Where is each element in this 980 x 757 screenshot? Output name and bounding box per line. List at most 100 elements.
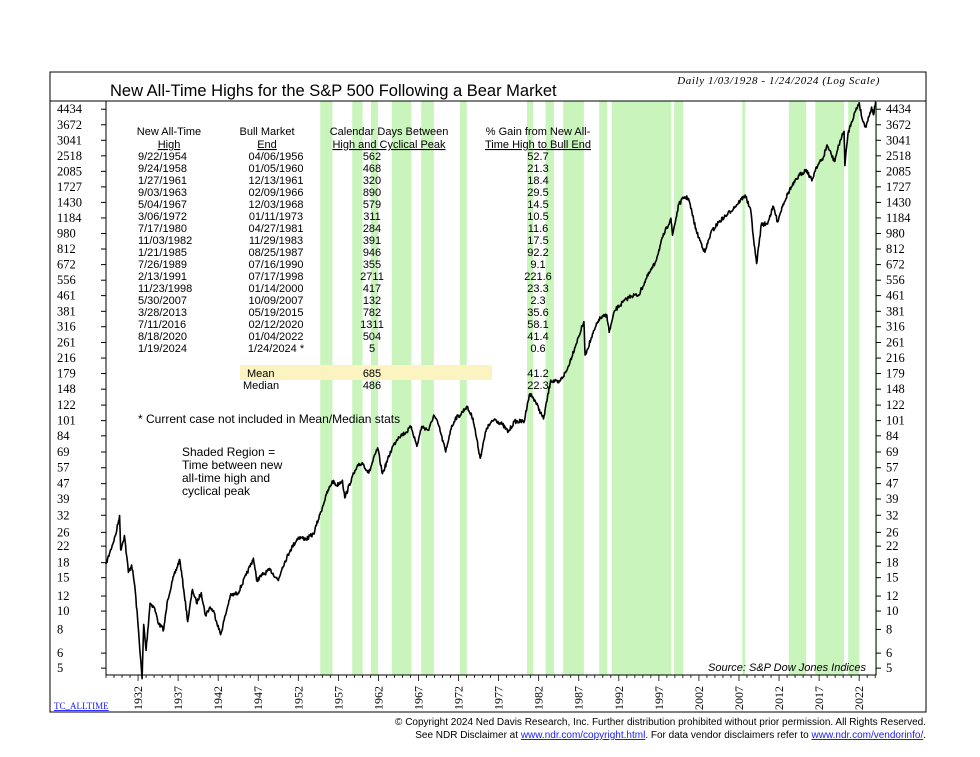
y-tick-label-right-29: 1430 [886,195,911,209]
table-cell-10-1: 07/17/1998 [248,271,303,283]
table-cell-11-3: 23.3 [527,283,548,295]
table-cell-11-1: 01/14/2000 [248,283,303,295]
table-cell-10-2: 2711 [360,271,384,283]
y-tick-label-left-31: 2085 [57,164,82,178]
x-tick-label-18: 2022 [852,686,866,710]
y-tick-label-left-23: 461 [57,289,76,303]
table-cell-9-0: 7/26/1989 [138,259,187,271]
y-tick-label-right-12: 57 [886,461,899,475]
y-tick-label-right-13: 69 [886,445,899,459]
y-tick-label-right-26: 812 [886,242,905,256]
y-tick-label-left-35: 4434 [57,102,83,116]
y-tick-label-right-24: 556 [886,273,905,287]
x-tick-label-6: 1962 [371,686,385,710]
table-cell-11-0: 11/23/1998 [138,283,192,295]
table-cell-16-0: 1/19/2024 [138,343,187,355]
y-tick-label-right-7: 22 [886,539,899,553]
y-tick-label-left-32: 2518 [57,149,82,163]
table-cell-2-1: 12/13/1961 [248,175,303,187]
y-tick-label-right-16: 122 [886,398,905,412]
table-header-3-line1: % Gain from New All- [486,126,591,138]
table-cell-1-2: 468 [363,163,381,175]
x-tick-label-14: 2002 [692,686,706,710]
y-tick-label-right-21: 316 [886,320,905,334]
table-cell-7-3: 17.5 [527,235,548,247]
copyright-line2-post: . [923,730,926,741]
y-tick-label-right-17: 148 [886,382,905,396]
vendorinfo-link[interactable]: www.ndr.com/vendorinfo/ [811,730,924,741]
table-cell-10-3: 221.6 [524,271,552,283]
y-tick-label-left-19: 216 [57,351,76,365]
table-cell-14-3: 58.1 [527,319,548,331]
table-cell-13-1: 05/19/2015 [248,307,303,319]
shaded-region-8 [563,101,584,675]
y-tick-label-right-35: 4434 [886,102,912,116]
table-cell-13-2: 782 [363,307,381,319]
y-tick-label-right-18: 179 [886,367,905,381]
copyright-line2: See NDR Disclaimer at www.ndr.com/copyri… [415,730,926,741]
table-cell-14-1: 02/12/2020 [248,319,303,331]
y-tick-label-right-4: 12 [886,589,899,603]
y-tick-label-right-23: 461 [886,289,905,303]
table-cell-3-1: 02/09/1966 [248,187,303,199]
x-axis: 1932 1937 1942 1947 1952 1957 1962 1967 1972 1977… [105,675,876,710]
chart-code: TC_ALLTIME [54,701,109,711]
y-tick-label-left-2: 8 [57,622,63,636]
table-cell-4-3: 14.5 [527,199,548,211]
table-cell-15-0: 8/18/2020 [138,331,187,343]
x-tick-label-15: 2007 [732,686,746,710]
table-cell-6-1: 04/27/1981 [248,223,303,235]
table-cell-13-3: 35.6 [527,307,548,319]
x-tick-label-1: 1937 [171,686,185,710]
y-tick-label-left-21: 316 [57,320,76,334]
shaded-regions [320,101,878,675]
table-cell-16-1: 1/24/2024 * [248,343,305,355]
table-cell-6-0: 7/17/1980 [138,223,187,235]
table-header-1-line2: End [257,139,277,151]
y-tick-label-right-15: 101 [886,414,905,428]
y-tick-label-left-24: 556 [57,273,76,287]
outer-frame [49,71,927,713]
y-tick-label-left-26: 812 [57,242,76,256]
shaded-region-12 [742,101,746,675]
table-cell-8-3: 92.2 [527,247,548,259]
y-tick-label-left-30: 1727 [57,180,82,194]
table-cell-8-2: 946 [363,247,381,259]
y-tick-label-left-28: 1184 [57,211,82,225]
table-cell-15-3: 41.4 [527,331,548,343]
y-tick-label-left-15: 101 [57,414,76,428]
table-cell-12-2: 132 [363,295,381,307]
y-tick-label-left-29: 1430 [57,195,82,209]
y-tick-label-right-2: 8 [886,622,892,636]
y-tick-label-left-6: 18 [57,556,70,570]
y-tick-label-left-34: 3672 [57,118,82,132]
table-header-0-line1: New All-Time [137,126,201,138]
x-tick-label-16: 2012 [772,686,786,710]
y-tick-label-right-25: 672 [886,258,905,272]
copyright-line1: © Copyright 2024 Ned Davis Research, Inc… [395,717,926,728]
table-cell-5-0: 3/06/1972 [138,211,187,223]
y-tick-label-right-0: 5 [886,661,892,675]
y-tick-label-left-16: 122 [57,398,76,412]
table-cell-1-0: 9/24/1958 [138,163,187,175]
y-tick-label-left-1: 6 [57,646,63,660]
shaded-region-6 [526,101,534,675]
y-tick-label-left-13: 69 [57,445,70,459]
table-cell-1-1: 01/05/1960 [248,163,303,175]
y-tick-label-right-1: 6 [886,646,892,660]
chart-title: New All-Time Highs for the S&P 500 Follo… [110,82,557,100]
copyright-line2-pre: See NDR Disclaimer at [415,730,521,741]
table-cell-9-1: 07/16/1990 [248,259,303,271]
y-tick-label-right-10: 39 [886,492,899,506]
y-tick-label-left-22: 381 [57,304,76,318]
copyright-link[interactable]: www.ndr.com/copyright.html [520,730,646,741]
table-cell-0-3: 52.7 [527,151,548,163]
y-tick-label-left-12: 57 [57,461,70,475]
table-cell-4-0: 5/04/1967 [138,199,187,211]
table-cell-8-1: 08/25/1987 [248,247,303,259]
table-cell-8-0: 1/21/1985 [138,247,187,259]
table-cell-0-2: 562 [363,151,381,163]
